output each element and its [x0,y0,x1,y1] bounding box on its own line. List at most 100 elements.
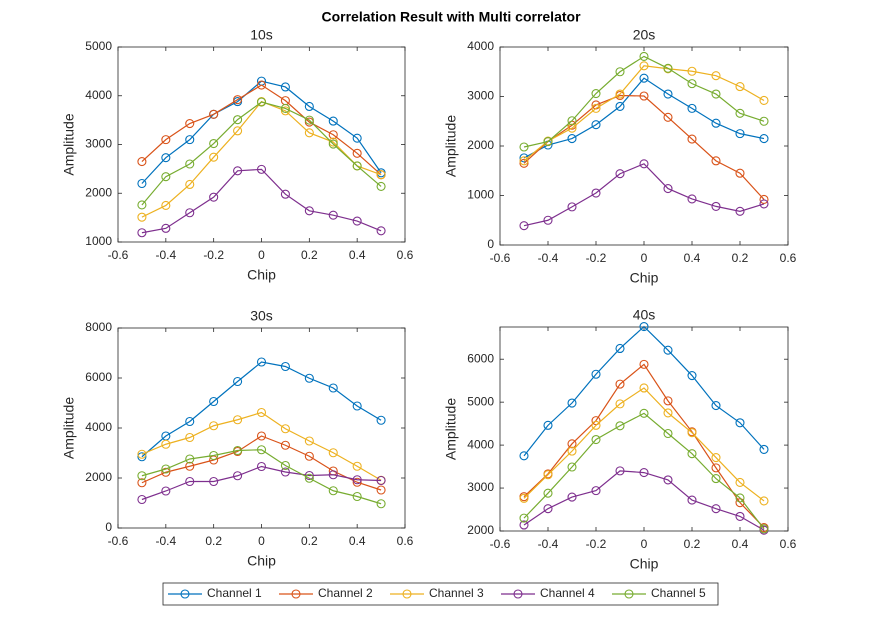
marker [519,520,529,530]
marker [543,488,553,498]
marker [209,192,219,202]
marker [567,446,577,456]
marker [161,486,171,496]
y-axis-label: Amplitude [443,398,459,460]
marker [233,376,243,387]
marker [137,452,147,462]
marker [352,161,362,171]
marker [591,420,601,430]
marker [233,471,243,481]
marker [639,51,649,61]
marker [161,135,171,145]
marker [591,188,601,198]
marker [328,139,338,149]
series-line [523,325,765,457]
marker [711,474,721,484]
marker [233,126,243,136]
marker [376,475,386,486]
marker [639,383,649,393]
marker [567,123,577,133]
marker [711,201,721,211]
x-axis-label: Chip [630,270,659,286]
marker [137,478,147,488]
y-tick-label: 4000 [85,88,112,102]
marker [304,451,314,461]
legend-label: Channel 2 [318,586,373,600]
legend-marker [180,589,190,599]
marker [615,466,625,476]
marker [519,451,529,461]
y-tick-label: 3000 [467,480,494,494]
marker [137,178,147,189]
marker [639,359,649,369]
marker [735,493,745,503]
marker [352,216,362,226]
marker [639,468,649,478]
series-line [523,55,765,148]
x-axis-label: Chip [630,556,659,572]
y-axis-label: Amplitude [61,397,77,459]
y-tick-label: 2000 [467,523,494,537]
x-tick-label: -0.6 [108,248,129,262]
marker [663,89,673,99]
marker [519,221,529,231]
y-axis-label: Amplitude [443,115,459,177]
series-line [523,363,765,528]
marker [735,511,745,521]
x-tick-label: 0.4 [732,537,749,551]
y-tick-label: 1000 [85,234,112,248]
marker [639,61,649,71]
marker [256,461,267,472]
marker [735,82,745,92]
marker [543,420,553,430]
y-tick-label: 0 [487,237,494,251]
marker [304,101,314,112]
marker [543,215,553,225]
marker [735,418,745,428]
y-tick-label: 5000 [467,394,494,408]
marker [352,475,362,485]
marker [137,157,147,167]
y-tick-label: 2000 [467,138,494,152]
marker [328,486,338,496]
marker [280,361,290,372]
marker [304,436,314,446]
marker [711,118,721,128]
marker [185,179,195,190]
marker [209,476,219,487]
marker [185,416,195,427]
x-tick-label: 0.2 [301,534,318,548]
marker [567,492,577,502]
legend-label: Channel 5 [651,586,706,600]
marker [567,202,577,212]
marker [137,200,147,210]
marker [161,223,171,233]
marker [663,63,673,73]
marker [759,496,769,506]
marker [519,513,529,523]
x-tick-label: 0.2 [684,537,701,551]
x-tick-label: -0.2 [586,251,607,265]
marker [256,164,267,174]
series-line [141,168,382,234]
marker [304,206,314,216]
marker [352,133,362,143]
marker [615,399,625,409]
marker [137,449,147,459]
marker [209,109,219,119]
marker [639,91,649,101]
legend-marker [624,589,634,599]
y-tick-label: 1000 [467,188,494,202]
marker [304,115,314,125]
x-tick-label: 0 [258,534,265,548]
x-tick-label: 0.4 [349,248,366,262]
series-line [523,77,765,159]
marker [639,408,649,418]
marker [352,477,362,487]
y-tick-label: 3000 [467,89,494,103]
plot-title: 40s [633,307,656,323]
marker [328,448,338,458]
marker [591,88,601,99]
marker [185,461,195,471]
marker [137,228,147,238]
